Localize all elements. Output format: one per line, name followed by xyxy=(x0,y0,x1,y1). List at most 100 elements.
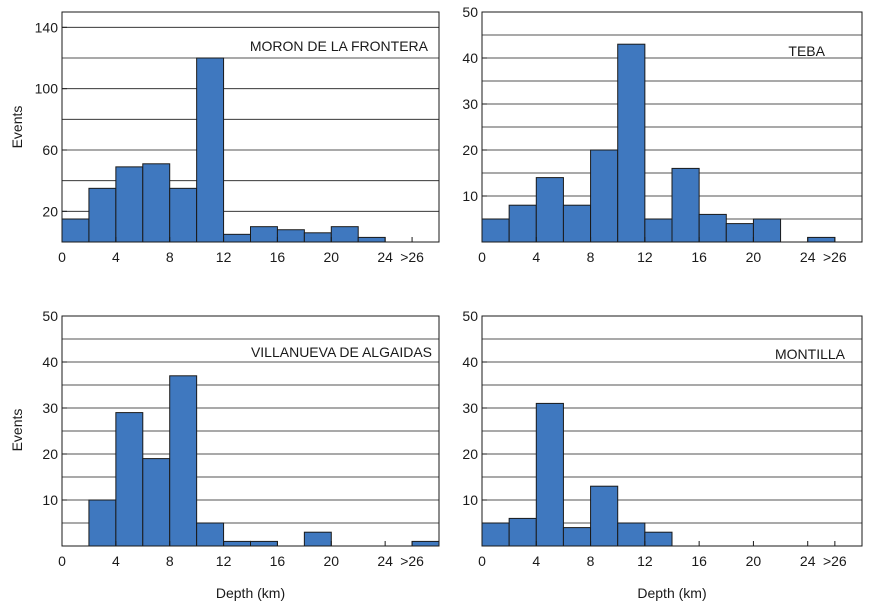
y-tick-label: 50 xyxy=(462,308,478,324)
y-tick-label: 20 xyxy=(462,446,478,462)
histogram-bar xyxy=(223,233,251,243)
y-tick-label: 20 xyxy=(42,203,58,219)
histogram-bar xyxy=(88,499,117,547)
histogram-bar xyxy=(88,187,117,243)
x-tick-label: >26 xyxy=(823,553,847,569)
panel-moron-de-la-frontera: 0 4 8 12 16 20 24 >26 20 60 100 140 MORON DE LA FRON… xyxy=(9,11,440,265)
x-tick-label: 8 xyxy=(587,553,595,569)
histogram-bar xyxy=(61,218,90,243)
x-tick-label: 20 xyxy=(323,553,339,569)
histogram-bar xyxy=(562,204,592,243)
x-tick-label: 12 xyxy=(216,249,232,265)
histogram-bar xyxy=(481,522,510,547)
x-tick-label: 8 xyxy=(166,553,174,569)
histogram-bar xyxy=(535,177,564,243)
y-tick-label: 50 xyxy=(42,308,58,324)
x-axis-label: Depth (km) xyxy=(216,585,285,601)
panel-title: VILLANUEVA DE ALGAIDAS xyxy=(251,344,432,360)
x-tick-label: 0 xyxy=(478,249,486,265)
histogram-bar xyxy=(508,204,537,243)
y-tick-label: 40 xyxy=(462,50,478,66)
panel-teba: 0 4 8 12 16 20 24 >26 10 20 30 40 50 TEBA xyxy=(462,4,863,265)
histogram-bar xyxy=(725,223,754,243)
histogram-bar xyxy=(535,402,564,547)
y-tick-label: 10 xyxy=(462,188,478,204)
x-tick-label: 20 xyxy=(323,249,339,265)
y-tick-label: 30 xyxy=(462,400,478,416)
x-tick-label: 4 xyxy=(112,249,120,265)
histogram-bar xyxy=(223,540,251,547)
histogram-bar xyxy=(303,531,332,547)
histogram-bar xyxy=(115,412,144,547)
histogram-bar xyxy=(303,232,332,243)
x-tick-label: >26 xyxy=(400,249,424,265)
x-tick-label: 8 xyxy=(166,249,174,265)
histogram-bar xyxy=(169,375,198,547)
histogram-bar xyxy=(644,218,673,243)
y-tick-label: 10 xyxy=(462,492,478,508)
histogram-bar xyxy=(196,57,225,243)
x-tick-label: 12 xyxy=(637,553,653,569)
x-tick-label: 24 xyxy=(800,553,816,569)
x-tick-label: 24 xyxy=(377,553,393,569)
y-tick-label: 20 xyxy=(462,142,478,158)
panel-title: TEBA xyxy=(788,43,825,59)
histogram-bar xyxy=(698,213,727,243)
x-tick-label: 12 xyxy=(637,249,653,265)
y-tick-label: 40 xyxy=(462,354,478,370)
histogram-bar xyxy=(250,226,278,243)
y-tick-label: 30 xyxy=(42,400,58,416)
histogram-bar xyxy=(250,540,278,547)
histogram-bar xyxy=(115,166,144,243)
x-tick-label: 24 xyxy=(377,249,393,265)
histogram-bar xyxy=(481,218,510,243)
x-tick-label: 16 xyxy=(270,249,286,265)
histogram-bar xyxy=(807,236,836,243)
x-tick-label: 24 xyxy=(800,249,816,265)
y-tick-label: 40 xyxy=(42,354,58,370)
plot-frame xyxy=(481,11,863,243)
panel-title: MORON DE LA FRONTERA xyxy=(250,38,429,54)
histogram-bar xyxy=(169,187,198,243)
histogram-bar xyxy=(357,236,386,243)
x-axis-label: Depth (km) xyxy=(637,585,706,601)
x-tick-label: 4 xyxy=(112,553,120,569)
x-tick-label: 12 xyxy=(216,553,232,569)
histogram-bar xyxy=(562,527,592,547)
panel-villanueva-de-algaidas: 0 4 8 12 16 20 24 >26 10 20 30 40 50 VILLANUEVA DE AL… xyxy=(9,308,440,601)
histogram-bar xyxy=(142,458,171,547)
x-tick-label: >26 xyxy=(400,553,424,569)
plot-frame xyxy=(481,315,863,547)
plot-frame xyxy=(61,11,440,243)
histogram-bar xyxy=(590,149,619,243)
plot-frame xyxy=(61,315,440,547)
y-axis-label: Events xyxy=(9,106,25,149)
histogram-bar xyxy=(142,163,171,243)
histogram-bar xyxy=(330,226,359,243)
histogram-bar xyxy=(671,167,700,243)
y-tick-label: 10 xyxy=(42,492,58,508)
y-tick-label: 20 xyxy=(42,446,58,462)
x-tick-label: 0 xyxy=(58,553,66,569)
x-tick-label: 16 xyxy=(691,249,707,265)
histogram-bar xyxy=(411,540,440,547)
x-tick-label: 16 xyxy=(270,553,286,569)
histogram-bar xyxy=(617,522,646,547)
x-tick-label: 16 xyxy=(691,553,707,569)
histogram-bar xyxy=(508,517,537,547)
x-tick-label: 8 xyxy=(587,249,595,265)
y-tick-label: 60 xyxy=(42,142,58,158)
x-tick-label: 0 xyxy=(478,553,486,569)
histogram-bar xyxy=(590,485,619,547)
y-tick-label: 140 xyxy=(35,19,59,35)
x-tick-label: 20 xyxy=(746,249,762,265)
x-tick-label: >26 xyxy=(823,249,847,265)
histogram-bar xyxy=(752,218,782,243)
histogram-bar xyxy=(644,531,673,547)
y-tick-label: 50 xyxy=(462,4,478,20)
panel-title: MONTILLA xyxy=(775,346,846,362)
x-tick-label: 4 xyxy=(532,249,540,265)
x-tick-label: 4 xyxy=(532,553,540,569)
panel-montilla: 0 4 8 12 16 20 24 >26 10 20 30 40 50 MONTILLA Depth (k… xyxy=(462,308,863,601)
